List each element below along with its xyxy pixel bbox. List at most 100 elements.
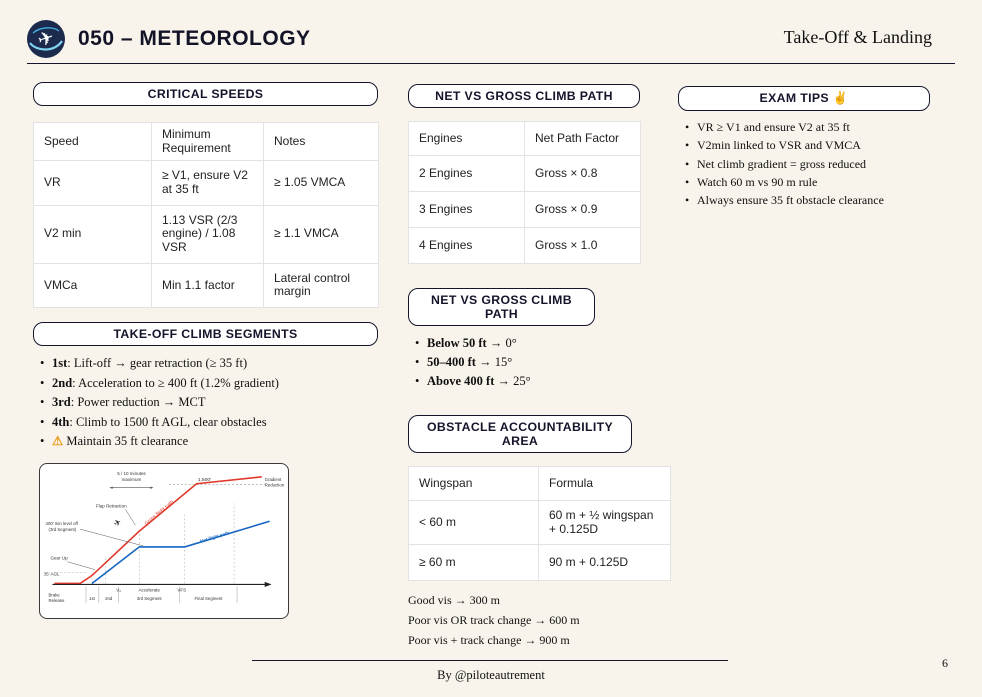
flap-leader xyxy=(125,509,136,526)
table-cell: Min 1.1 factor xyxy=(151,262,264,309)
warning-icon: ⚠ xyxy=(52,434,64,449)
table-cell: VR xyxy=(33,160,152,206)
list-item: Always ensure 35 ft obstacle clearance xyxy=(684,193,930,209)
segment-label: 4th xyxy=(52,414,70,429)
middle-column: NET VS GROSS CLIMB PATH Engines Net Path… xyxy=(408,84,671,653)
logo-swoosh xyxy=(29,40,63,51)
page-number: 6 xyxy=(942,656,948,670)
list-item: 4th: Climb to 1500 ft AGL, clear obstacl… xyxy=(39,414,378,430)
section-title-critical-speeds: CRITICAL SPEEDS xyxy=(33,82,378,106)
table-cell: Gross × 0.8 xyxy=(524,155,641,192)
table-cell: V2 min xyxy=(33,204,152,264)
list-item: 2nd: Acceleration to ≥ 400 ft (1.2% grad… xyxy=(39,375,378,391)
table-cell: Lateral control margin xyxy=(263,262,379,309)
table-row: 2 Engines Gross × 0.8 xyxy=(408,155,641,192)
critical-speeds-table: Speed Minimum Requirement Notes VR ≥ V1,… xyxy=(33,121,379,309)
obstacle-area-table: Wingspan Formula < 60 m 60 m + ½ wingspa… xyxy=(408,466,671,582)
column-header: Formula xyxy=(538,466,671,501)
gear-up-label: Gear Up xyxy=(50,556,68,561)
bank-angles-list: Below 50 ft → 0° 50–400 ft → 15° Above 4… xyxy=(414,335,670,389)
brand-logo: ✈ xyxy=(27,20,65,58)
section-title-obstacle-area: OBSTACLE ACCOUNTABILITY AREA xyxy=(408,415,632,453)
range-label: Above 400 ft xyxy=(427,374,495,388)
table-header-row: Speed Minimum Requirement Notes xyxy=(33,121,379,162)
angle-value: → 0° xyxy=(486,336,517,350)
climb-segments-list: 1st: Lift-off → gear retraction (≥ 35 ft… xyxy=(39,355,378,449)
accelerate-label: Accelerate xyxy=(138,587,160,592)
level-off-label: 400' min level off xyxy=(46,521,79,526)
range-label: Below 50 ft xyxy=(427,336,487,350)
axis-arrowhead-icon xyxy=(264,581,272,588)
table-cell: VMCa xyxy=(33,262,152,309)
net-flight-path-line xyxy=(91,520,270,585)
gross-path-label: Gross flight path xyxy=(144,499,176,527)
bracket-arrow-icon xyxy=(109,486,113,489)
brake-release-label: Brake xyxy=(49,592,61,597)
table-cell: ≥ V1, ensure V2 at 35 ft xyxy=(151,160,264,206)
net-gross-table: Engines Net Path Factor 2 Engines Gross … xyxy=(408,121,641,264)
gradient-reduction-label: Reduction xyxy=(265,483,285,488)
list-item: Net climb gradient = gross reduced xyxy=(684,157,930,173)
flap-retraction-label: Flap Retraction xyxy=(96,503,127,508)
column-header: Wingspan xyxy=(408,466,539,501)
table-cell: 60 m + ½ wingspan + 0.125D xyxy=(538,499,671,546)
segment-text: : Climb to 1500 ft AGL, clear obstacles xyxy=(69,414,267,429)
net-path-label: Net flight path xyxy=(199,530,230,545)
table-row: < 60 m 60 m + ½ wingspan + 0.125D xyxy=(408,499,671,546)
hand-emoji-icon: ✌ xyxy=(832,91,849,105)
left-column: CRITICAL SPEEDS Speed Minimum Requiremen… xyxy=(33,82,379,620)
footer-divider xyxy=(252,660,728,661)
table-header-row: Wingspan Formula xyxy=(408,466,671,501)
bracket-arrow-icon xyxy=(150,486,154,489)
exam-tips-label: EXAM TIPS xyxy=(759,91,829,105)
column-header: Notes xyxy=(263,121,379,162)
column-header: Net Path Factor xyxy=(524,121,641,156)
section-title-climb-segments: TAKE-OFF CLIMB SEGMENTS xyxy=(33,322,378,347)
list-item: ⚠ Maintain 35 ft clearance xyxy=(39,433,378,449)
leveloff-leader xyxy=(80,528,144,547)
table-row: ≥ 60 m 90 m + 0.125D xyxy=(408,544,671,582)
table-cell: 2 Engines xyxy=(408,155,525,192)
segment-text: : Lift-off → gear retraction (≥ 35 ft) xyxy=(67,356,248,371)
airplane-icon: ✈ xyxy=(112,516,124,529)
angle-value: → 15° xyxy=(475,355,513,369)
level-off-label: (3rd Segment) xyxy=(49,527,77,532)
column-header: Minimum Requirement xyxy=(151,121,264,162)
footer-credit: By @piloteautrement xyxy=(437,668,545,682)
segment-label: 2nd xyxy=(52,375,73,390)
final-segment-label: Final Segment xyxy=(194,596,223,601)
takeoff-path-diagram: 5 / 10 minutes maximum 1,500' Gradient R… xyxy=(39,463,289,620)
range-label: 50–400 ft xyxy=(427,355,476,369)
brake-release-label: Release xyxy=(49,598,65,603)
table-row: 3 Engines Gross × 0.9 xyxy=(408,191,641,228)
segment-text: : Power reduction → MCT xyxy=(70,395,206,410)
segment-3-label: 3rd Segment xyxy=(137,596,163,601)
right-column: EXAM TIPS ✌ VR ≥ V1 and ensure V2 at 35 … xyxy=(678,86,930,212)
list-item: Below 50 ft → 0° xyxy=(414,335,670,351)
list-item: V2min linked to VSR and VMCA xyxy=(684,138,930,154)
table-cell: ≥ 60 m xyxy=(408,544,539,582)
table-cell: < 60 m xyxy=(408,499,539,546)
segment-text: Maintain 35 ft clearance xyxy=(63,434,189,449)
column-header: Engines xyxy=(408,121,525,156)
segment-1-label: 1st xyxy=(89,596,96,601)
column-header: Speed xyxy=(33,121,152,162)
note-line: Poor vis OR track change → 600 m xyxy=(408,613,580,628)
gross-flight-path-line xyxy=(54,476,262,585)
agl-label: 35' AGL xyxy=(44,572,60,577)
list-item: Above 400 ft → 25° xyxy=(414,373,670,389)
segment-2-label: 2nd xyxy=(105,596,113,601)
alt-1500-label: 1,500' xyxy=(198,477,211,483)
segment-text: : Acceleration to ≥ 400 ft (1.2% gradien… xyxy=(72,375,279,390)
logo-orbit xyxy=(32,27,60,34)
table-cell: 90 m + 0.125D xyxy=(538,544,671,582)
page-subtitle: Take-Off & Landing xyxy=(783,27,932,47)
visibility-notes: Good vis → 300 m Poor vis OR track chang… xyxy=(408,593,670,648)
note-line: Poor vis + track change → 900 m xyxy=(408,633,570,648)
list-item: 3rd: Power reduction → MCT xyxy=(39,394,378,410)
section-title-net-gross: NET VS GROSS CLIMB PATH xyxy=(408,84,640,108)
max-time-label: maximum xyxy=(122,477,142,482)
table-row: V2 min 1.13 VSR (2/3 engine) / 1.08 VSR … xyxy=(33,204,379,264)
section-title-exam-tips: EXAM TIPS ✌ xyxy=(678,86,930,111)
list-item: Watch 60 m vs 90 m rule xyxy=(684,175,930,191)
